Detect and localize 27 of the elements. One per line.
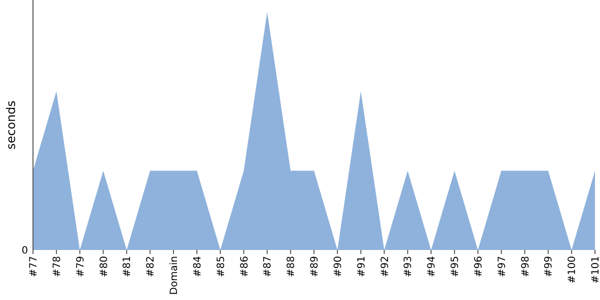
annotation: 0	[22, 246, 28, 256]
x-tick-label: #79	[75, 256, 86, 278]
x-tick-label: #101	[590, 256, 600, 284]
x-tick-label: #94	[426, 256, 438, 278]
x-tick-label: #95	[450, 256, 461, 278]
x-tick-label: #97	[496, 256, 508, 278]
x-tick-label: #77	[28, 256, 40, 278]
x-tick-label: #78	[52, 256, 63, 278]
x-tick-label: #81	[122, 256, 134, 278]
x-tick-label: #93	[403, 256, 414, 278]
x-tick-label: #98	[520, 256, 532, 278]
x-tick-label: #91	[356, 256, 368, 278]
y-axis-title: seconds	[4, 100, 18, 150]
x-tick-label: #89	[310, 256, 320, 278]
x-tick-label: #86	[239, 256, 250, 278]
x-tick-label: #90	[332, 256, 344, 278]
x-tick-label: #80	[98, 256, 110, 278]
x-tick-label: #96	[473, 256, 484, 278]
x-tick-label: #84	[192, 256, 204, 278]
x-tick-label: #82	[146, 256, 157, 278]
x-tick-label: #87	[262, 256, 274, 278]
x-tick-label: Domain	[169, 256, 180, 295]
x-tick-label: #88	[286, 256, 298, 278]
x-tick-label: #92	[380, 256, 391, 278]
x-tick-label: #85	[216, 256, 227, 278]
x-tick-label: #100	[567, 256, 578, 284]
x-tick-label: #99	[544, 256, 555, 278]
